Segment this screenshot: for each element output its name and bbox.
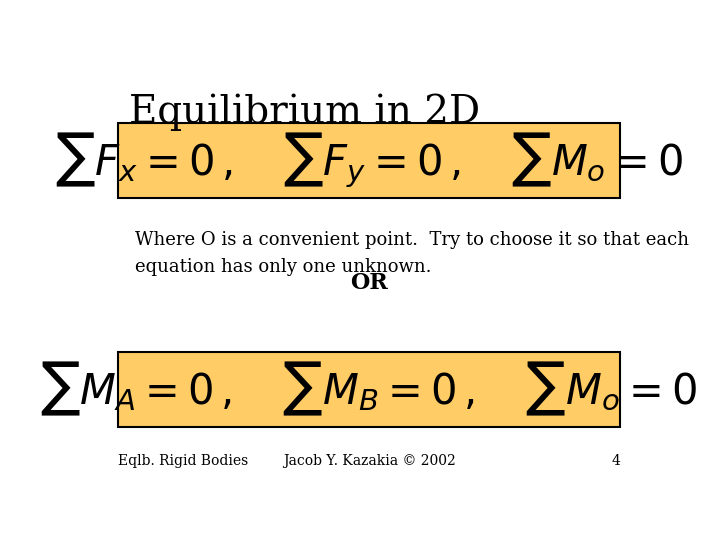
Text: $\sum F_x = 0\,, \quad \sum F_y = 0\,, \quad \sum M_o = 0$: $\sum F_x = 0\,, \quad \sum F_y = 0\,, \… xyxy=(55,131,683,190)
FancyBboxPatch shape xyxy=(118,123,620,198)
Text: Eqlb. Rigid Bodies: Eqlb. Rigid Bodies xyxy=(118,454,248,468)
Text: $\sum M_A = 0\,, \quad \sum M_B = 0\,, \quad \sum M_o = 0$: $\sum M_A = 0\,, \quad \sum M_B = 0\,, \… xyxy=(40,360,698,418)
Text: equation has only one unknown.: equation has only one unknown. xyxy=(135,258,431,276)
FancyBboxPatch shape xyxy=(118,352,620,427)
Text: Jacob Y. Kazakia © 2002: Jacob Y. Kazakia © 2002 xyxy=(283,454,455,468)
Text: 4: 4 xyxy=(611,454,620,468)
Text: OR: OR xyxy=(350,272,388,294)
Text: Equilibrium in 2D: Equilibrium in 2D xyxy=(129,94,480,131)
Text: Where O is a convenient point.  Try to choose it so that each: Where O is a convenient point. Try to ch… xyxy=(135,231,688,249)
